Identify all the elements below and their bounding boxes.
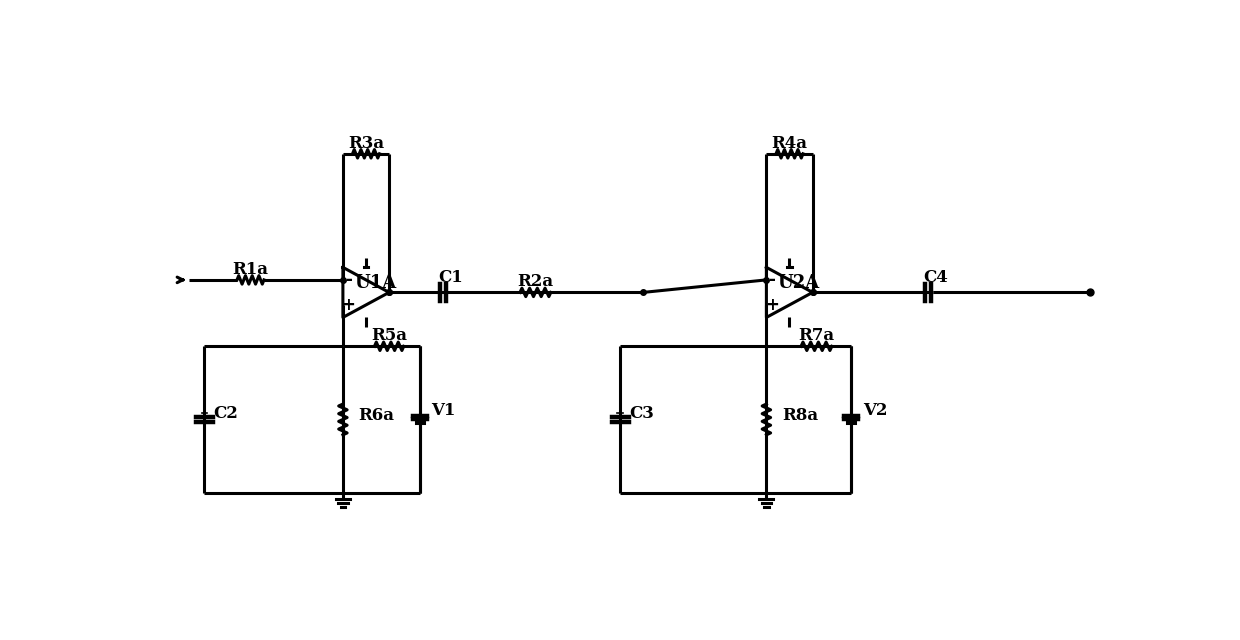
Text: R6a: R6a — [358, 407, 394, 424]
Text: -: - — [769, 271, 775, 289]
Text: V1: V1 — [432, 402, 456, 419]
Text: +: + — [765, 296, 779, 314]
Text: U2A: U2A — [777, 274, 820, 292]
Text: R4a: R4a — [771, 134, 807, 152]
Text: C1: C1 — [438, 269, 463, 285]
Text: R8a: R8a — [781, 407, 818, 424]
Text: C4: C4 — [924, 269, 949, 285]
Text: +: + — [341, 296, 355, 314]
Text: U1A: U1A — [355, 274, 397, 292]
Text: R1a: R1a — [232, 260, 269, 278]
Text: R7a: R7a — [799, 327, 835, 344]
Text: R5a: R5a — [371, 327, 407, 344]
Text: -: - — [345, 271, 352, 289]
Text: C3: C3 — [629, 404, 653, 422]
Text: C2: C2 — [213, 404, 238, 422]
Text: R3a: R3a — [348, 134, 384, 152]
Text: V2: V2 — [863, 402, 887, 419]
Text: R2a: R2a — [517, 273, 553, 290]
